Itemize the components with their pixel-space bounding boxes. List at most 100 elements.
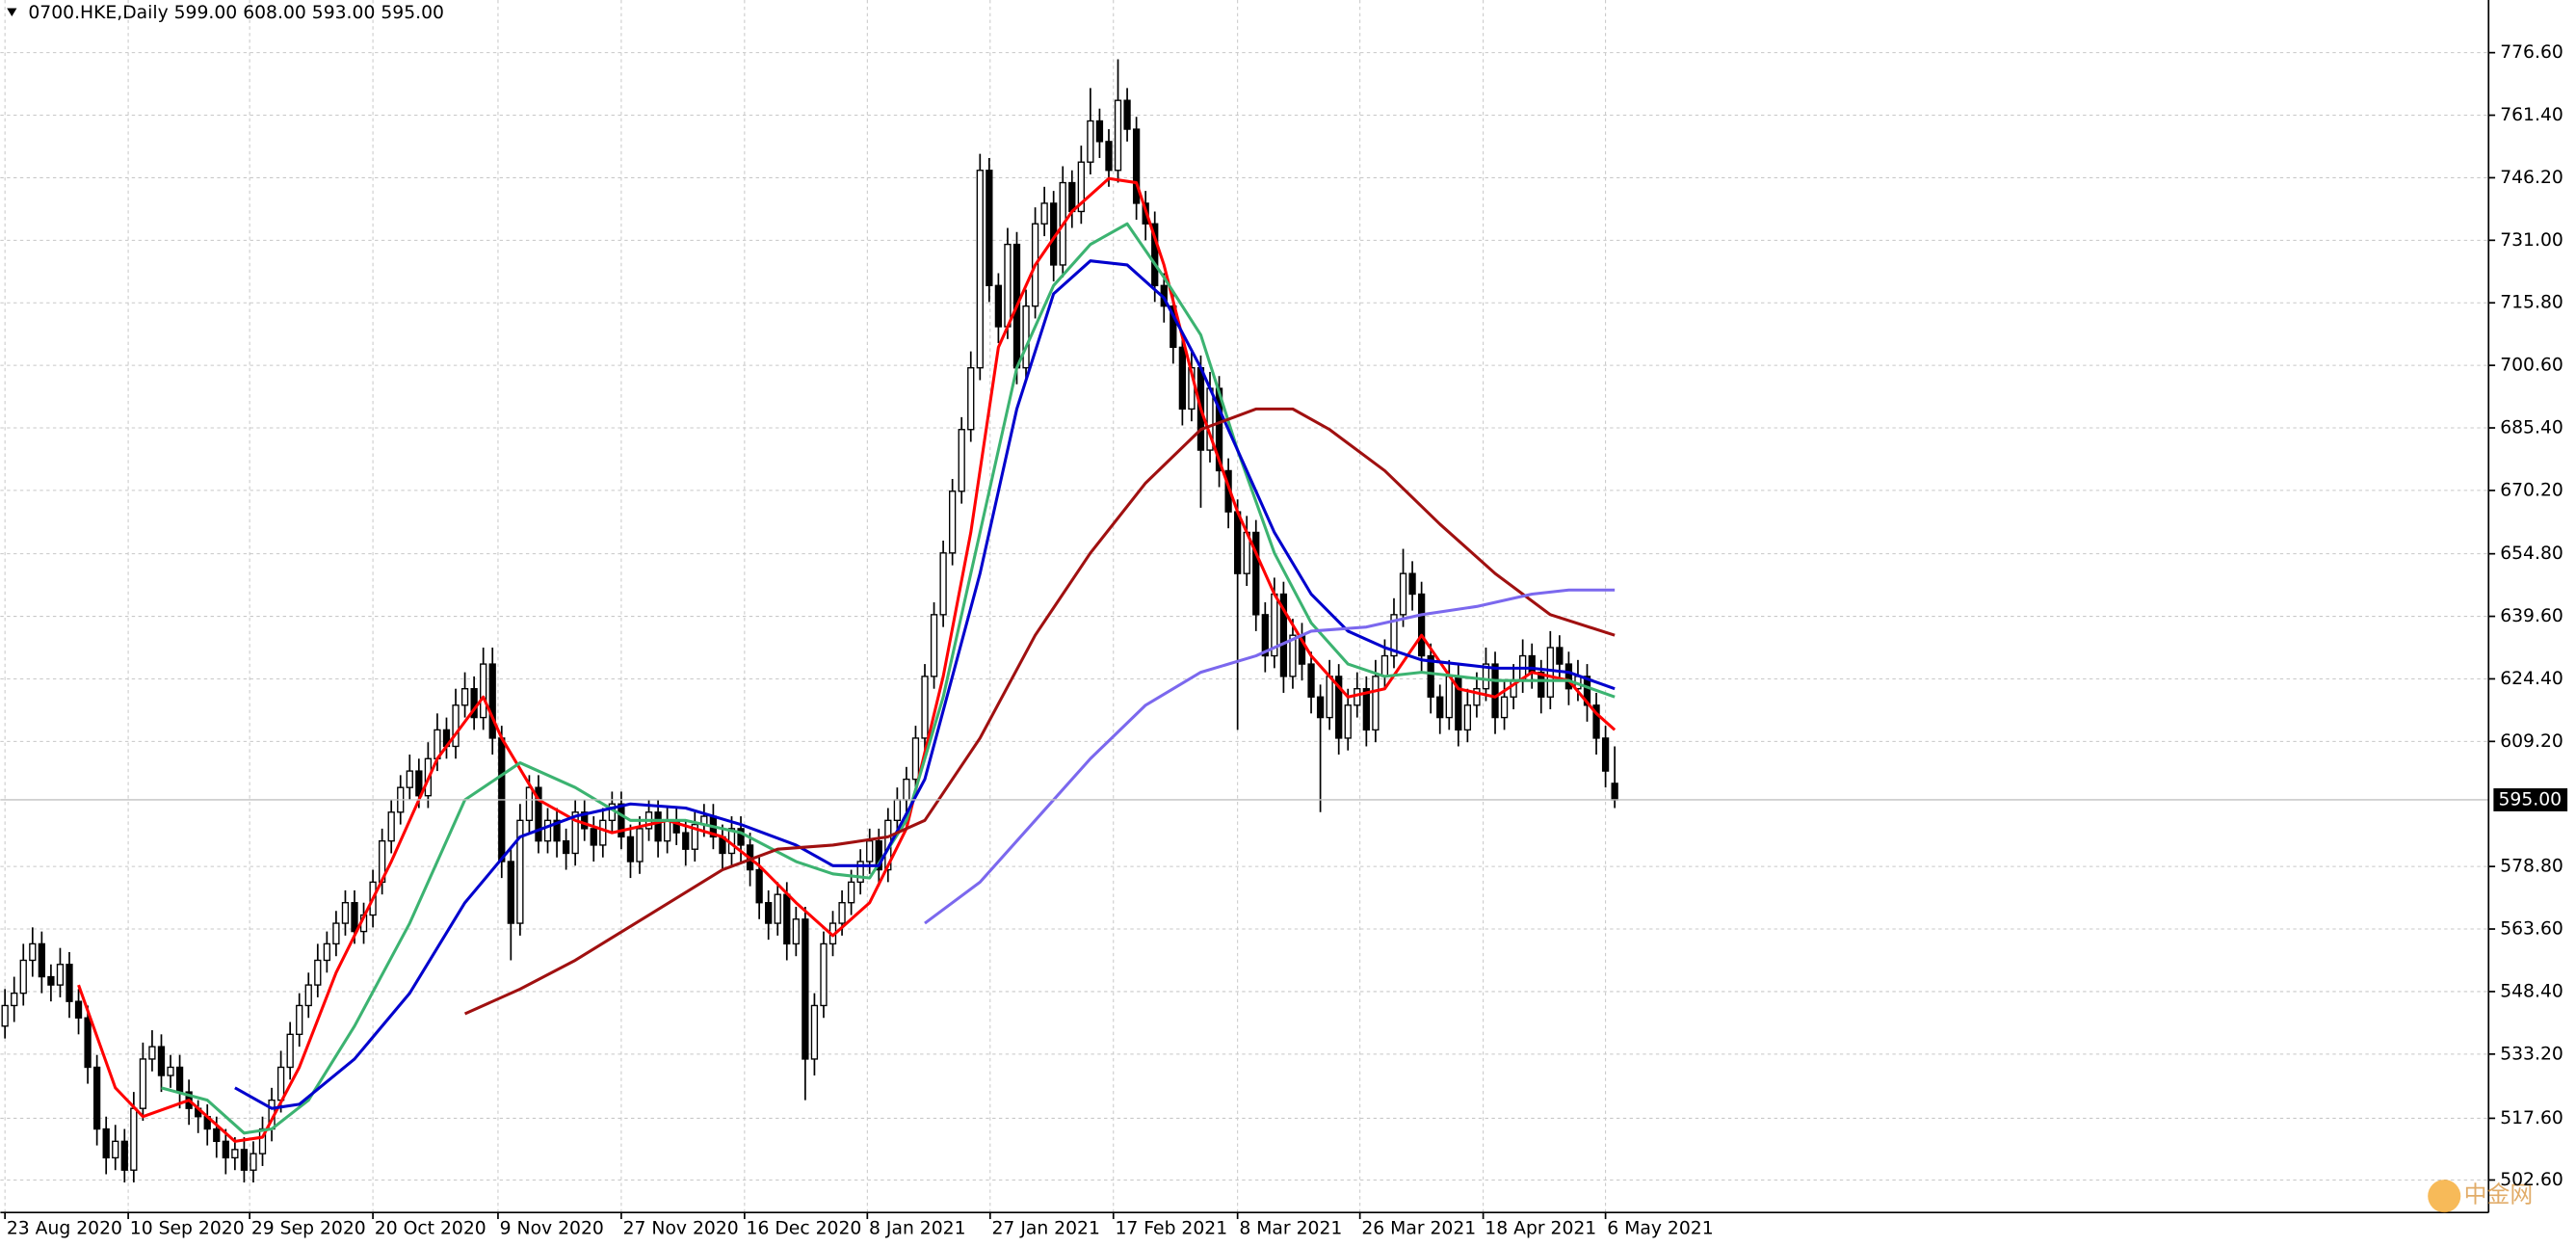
menu-arrow[interactable]: [7, 8, 17, 17]
candle-body: [231, 1149, 239, 1159]
candle-body: [856, 861, 864, 884]
watermark-logo: [2428, 1180, 2461, 1213]
candle-body: [1427, 654, 1434, 698]
candle-body: [783, 893, 791, 945]
candle-body: [755, 868, 763, 904]
x-tick-label: 17 Feb 2021: [1115, 1219, 1227, 1239]
candle-body: [1095, 119, 1104, 143]
candle-body: [1601, 737, 1610, 772]
grid: [0, 0, 2489, 1213]
candle-body: [737, 828, 745, 846]
moving-average-line: [463, 407, 1616, 1016]
candle-body: [148, 1046, 156, 1060]
candle-body: [1316, 696, 1325, 719]
candle-body: [387, 811, 395, 842]
y-tick-label: 517.60: [2500, 1108, 2563, 1128]
candle-body: [38, 942, 45, 978]
last-price-label: 595.00: [2498, 789, 2562, 809]
x-tick-label: 26 Mar 2021: [1361, 1219, 1476, 1239]
candle-body: [1123, 99, 1131, 130]
candle-body: [139, 1058, 147, 1109]
candle-body: [112, 1140, 119, 1159]
moving-average-line: [161, 222, 1616, 1135]
candle-body: [1556, 647, 1564, 665]
x-tick-label: 23 Aug 2020: [7, 1219, 122, 1239]
candle-body: [1132, 128, 1141, 204]
candle-body: [1344, 704, 1352, 739]
x-tick-label: 10 Sep 2020: [130, 1219, 245, 1239]
plot: [0, 59, 2489, 1183]
candle-body: [847, 881, 855, 904]
candle-body: [1261, 614, 1269, 657]
candle-body: [1335, 676, 1343, 739]
candle-body: [774, 893, 781, 924]
candle-body: [976, 170, 984, 369]
chart-title: 0700.HKE,Daily 599.00 608.00 593.00 595.…: [28, 3, 444, 23]
candle-body: [323, 942, 330, 962]
candle-body: [406, 770, 413, 788]
candle-body: [66, 964, 73, 1002]
candle-body: [1380, 654, 1389, 677]
candle-body: [1077, 161, 1085, 213]
candle-body: [314, 959, 322, 986]
candle-body: [240, 1149, 249, 1171]
candle-body: [1500, 696, 1509, 719]
candle-body: [452, 704, 460, 748]
last-price-box: [2493, 788, 2568, 811]
candle-body: [460, 688, 469, 706]
y-tick-label: 563.60: [2500, 919, 2563, 940]
x-tick-label: 6 May 2021: [1607, 1219, 1713, 1239]
candle-body: [47, 975, 55, 986]
candle-body: [222, 1140, 229, 1159]
candle-body: [1004, 243, 1012, 328]
candle-body: [92, 1066, 101, 1130]
candle-body: [1, 1004, 9, 1027]
x-tick-label: 20 Oct 2020: [375, 1219, 486, 1239]
candle-body: [488, 663, 496, 739]
candle-body: [562, 839, 570, 855]
candle-body: [1463, 704, 1472, 731]
candle-body: [691, 823, 698, 850]
candle-body: [507, 861, 514, 924]
candle-body: [1408, 572, 1416, 596]
x-tick-label: 27 Jan 2021: [992, 1219, 1100, 1239]
candle-body: [590, 828, 597, 846]
candle-body: [820, 942, 828, 1007]
candle-body: [581, 811, 589, 830]
candle-body: [875, 839, 882, 871]
candle-body: [341, 902, 350, 924]
candle-body: [866, 839, 874, 862]
candle-body: [1022, 305, 1030, 369]
candle-body: [1234, 511, 1242, 574]
candle-body: [1473, 688, 1481, 706]
candle-body: [276, 1066, 285, 1101]
candle-body: [130, 1107, 138, 1171]
x-tick-label: 8 Mar 2021: [1239, 1219, 1342, 1239]
candle-body: [986, 170, 993, 286]
candle-body: [1289, 634, 1297, 677]
y-tick-label: 746.20: [2500, 168, 2563, 188]
candle-body: [1417, 593, 1426, 657]
candle-body: [911, 737, 920, 781]
moving-average-line: [234, 259, 1616, 1110]
candle-body: [967, 367, 975, 431]
candle-body: [19, 959, 27, 995]
y-tick-label: 731.00: [2500, 230, 2563, 251]
candle-body: [1538, 671, 1545, 698]
candle-body: [939, 552, 947, 616]
candle-body: [1390, 614, 1398, 657]
candle-body: [535, 786, 542, 842]
candle-body: [654, 811, 662, 842]
candle-body: [1105, 141, 1113, 172]
x-tick-label: 9 Nov 2020: [500, 1219, 604, 1239]
candle-body: [167, 1066, 174, 1076]
candle-body: [802, 918, 809, 1060]
candle-body: [525, 786, 534, 822]
y-tick-label: 654.80: [2500, 544, 2563, 564]
candle-body: [1087, 119, 1094, 163]
candle-body: [765, 902, 773, 924]
y-tick-label: 761.40: [2500, 105, 2563, 125]
y-tick-label: 715.80: [2500, 293, 2563, 313]
